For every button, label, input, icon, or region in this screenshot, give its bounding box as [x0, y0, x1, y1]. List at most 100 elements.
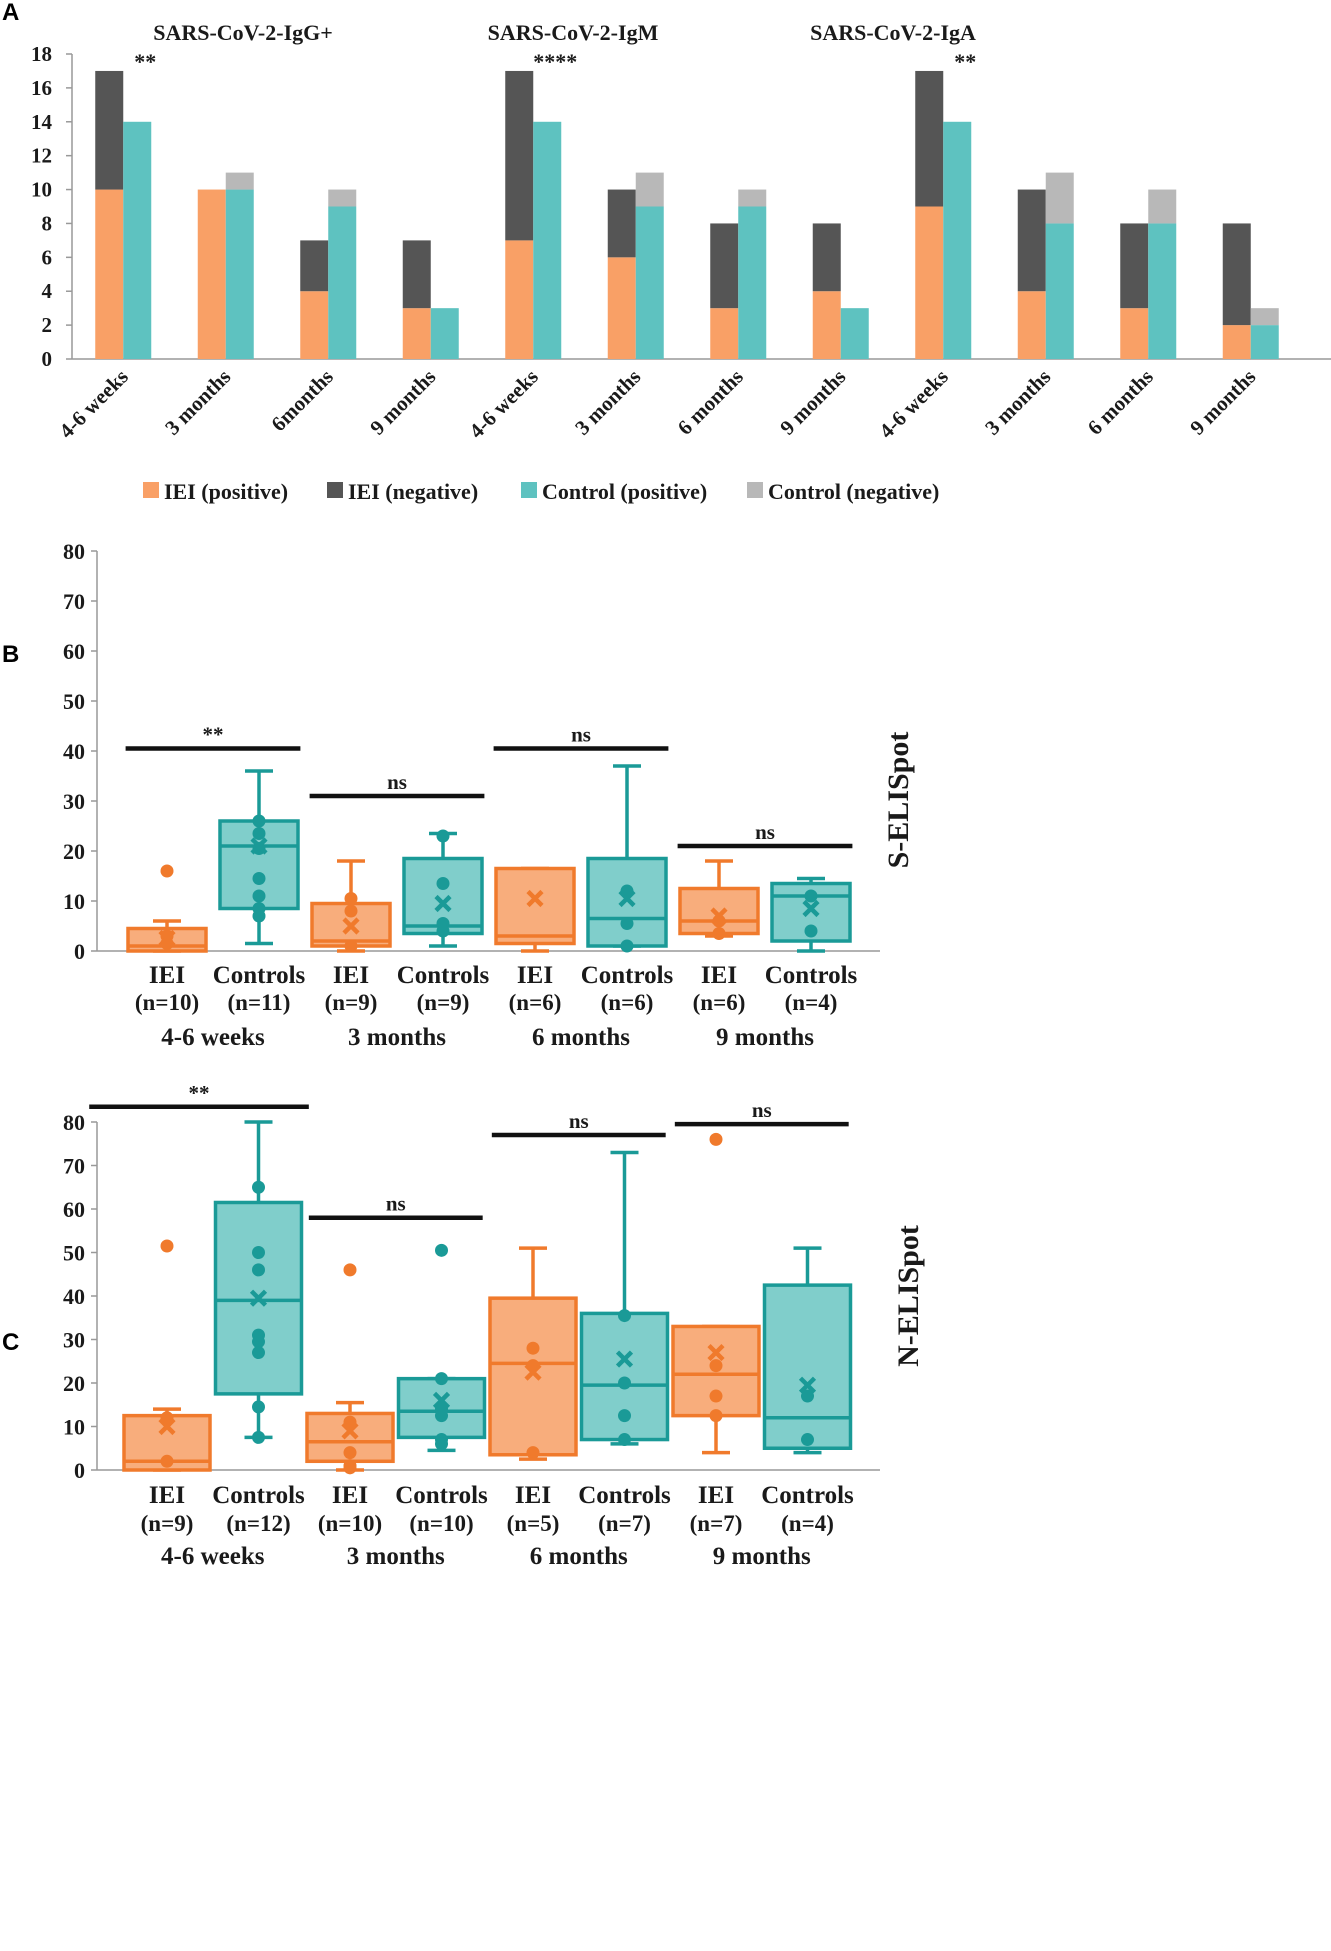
data-point	[252, 1430, 265, 1444]
bar-control-positive	[533, 121, 562, 360]
panel-c-n-elispot-boxplot: 01020304050607080N-ELISpotIEI(n=9)Contro…	[63, 1081, 925, 1570]
bar-control-positive	[225, 189, 254, 359]
bar-iei-positive	[1017, 291, 1046, 359]
group-label: Controls	[578, 1482, 671, 1509]
mean-marker	[434, 894, 452, 913]
svg-text:C: C	[2, 1329, 19, 1356]
outlier-point	[160, 864, 174, 878]
significance-label: ns	[571, 723, 591, 747]
data-point	[252, 1246, 265, 1259]
significance-label: ns	[752, 1098, 772, 1122]
group-label: IEI	[515, 1482, 551, 1509]
bar-control-positive	[1045, 223, 1074, 359]
y-tick-label: 20	[63, 1371, 85, 1396]
data-point	[618, 1433, 631, 1447]
box-controls-3	[402, 829, 484, 948]
mean-marker	[158, 1417, 176, 1436]
data-point	[435, 1409, 448, 1423]
data-point	[436, 829, 450, 843]
bar-iei-positive	[915, 206, 944, 359]
box-iei-0	[126, 864, 208, 953]
y-tick-label: 16	[31, 76, 52, 100]
significance-label: **	[954, 49, 976, 74]
box-iqr	[586, 856, 668, 948]
box-iei-2	[305, 1263, 395, 1475]
y-tick-label: 12	[31, 144, 52, 168]
mean-marker	[341, 1422, 359, 1440]
timepoint-label: 4-6 weeks	[161, 1543, 265, 1570]
data-point	[618, 1409, 631, 1423]
mean-marker	[618, 889, 636, 908]
outlier-point	[343, 1263, 357, 1277]
significance-label: **	[134, 49, 156, 74]
subtitle-sars-cov-2-igm: SARS-CoV-2-IgM	[488, 20, 659, 45]
data-point	[620, 939, 634, 953]
outlier-point	[435, 1243, 448, 1257]
y-tick-label: 0	[74, 1458, 85, 1483]
significance-label: ns	[387, 770, 407, 794]
box-controls-3	[396, 1243, 487, 1453]
bar-control-positive	[1250, 325, 1279, 359]
group-n-label: (n=10)	[318, 1511, 382, 1536]
data-point	[801, 1389, 814, 1403]
mean-marker	[524, 1363, 542, 1381]
outlier-point	[709, 1132, 723, 1146]
bar-control-negative	[1148, 189, 1177, 224]
timepoint-label: 9 months	[716, 1024, 814, 1051]
group-label: IEI	[701, 962, 737, 989]
y-tick-label: 70	[63, 589, 85, 614]
data-point	[436, 924, 450, 938]
data-point	[252, 1400, 265, 1414]
timepoint-label: 4-6 weeks	[161, 1024, 265, 1051]
group-label: IEI	[333, 962, 369, 989]
y-axis-label: N-ELISpot	[892, 1225, 925, 1367]
data-point	[804, 889, 818, 903]
box-iqr	[494, 866, 576, 946]
group-n-label: (n=7)	[690, 1511, 743, 1536]
mean-marker	[250, 837, 268, 855]
box-iei-4	[488, 1246, 578, 1461]
data-point	[712, 927, 726, 940]
data-point	[252, 1263, 265, 1277]
data-point	[344, 939, 358, 953]
group-n-label: (n=6)	[601, 990, 654, 1015]
data-point	[344, 904, 358, 918]
data-point	[804, 924, 818, 938]
y-tick-label: 20	[63, 839, 85, 864]
bar-control-negative	[328, 189, 357, 207]
bar-iei-negative	[1017, 189, 1046, 292]
group-n-label: (n=7)	[598, 1511, 651, 1536]
data-point	[435, 1437, 448, 1451]
data-point	[343, 1461, 357, 1475]
timepoint-label: 3 months	[347, 1543, 445, 1570]
bar-iei-negative	[402, 240, 431, 309]
group-label: Controls	[397, 962, 490, 989]
svg-text:B: B	[2, 641, 19, 668]
y-tick-label: 60	[63, 639, 85, 664]
box-iei-2	[310, 859, 392, 953]
y-tick-label: 50	[63, 1241, 85, 1266]
timepoint-label: 6 months	[530, 1543, 628, 1570]
y-tick-label: 14	[31, 110, 53, 134]
data-point	[343, 1446, 357, 1460]
data-point	[709, 1409, 723, 1423]
subtitle-sars-cov-2-iga: SARS-CoV-2-IgA	[810, 20, 976, 45]
legend-label-iei-negative: IEI (negative)	[348, 479, 478, 504]
y-tick-label: 80	[63, 1110, 85, 1135]
y-tick-label: 30	[63, 789, 85, 814]
outlier-point	[160, 1239, 174, 1253]
significance-label: ****	[533, 49, 577, 74]
group-label: IEI	[149, 962, 185, 989]
box-controls-5	[586, 764, 668, 953]
bar-control-negative	[635, 172, 664, 207]
bar-control-positive	[635, 206, 664, 359]
bar-control-negative	[738, 189, 767, 207]
group-label: Controls	[395, 1482, 488, 1509]
data-point	[252, 909, 266, 923]
bar-iei-negative	[505, 70, 534, 241]
data-point	[344, 892, 358, 905]
bar-iei-positive	[607, 257, 636, 359]
y-tick-label: 2	[42, 313, 53, 337]
data-point	[252, 1335, 265, 1349]
data-point	[435, 1372, 448, 1386]
